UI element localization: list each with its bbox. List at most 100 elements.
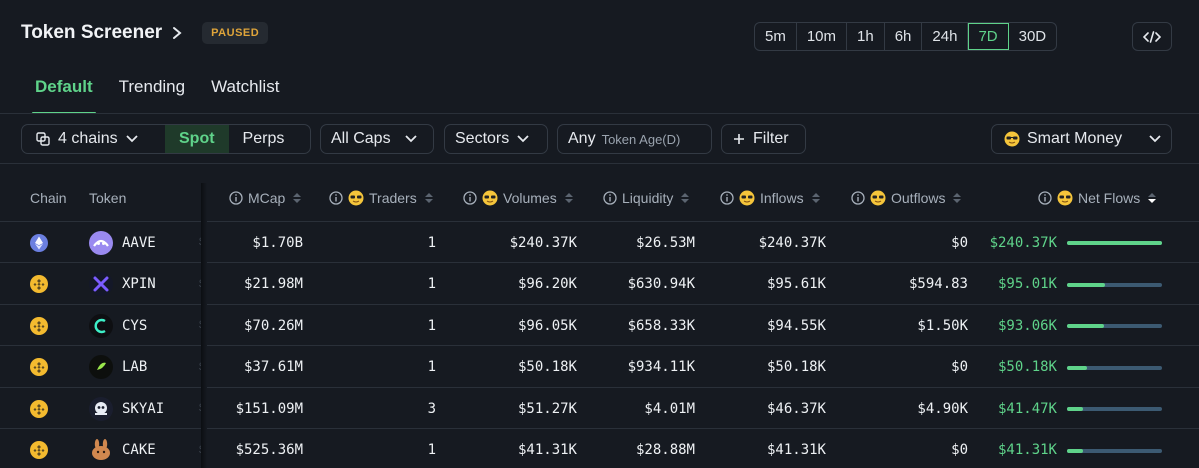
timeframe-selector: 5m 10m 1h 6h 24h 7D 30D xyxy=(754,22,1058,51)
filter-divider xyxy=(0,163,1199,164)
info-icon[interactable] xyxy=(329,191,343,205)
liquidity-value: $4.01M xyxy=(644,400,695,417)
outflows-value: $4.90K xyxy=(917,400,968,417)
sunglasses-emoji-icon xyxy=(1004,131,1020,147)
table-row[interactable]: XPIN$$21.98M1$96.20K$630.94K$95.61K$594.… xyxy=(0,264,1199,305)
col-liquidity[interactable]: Liquidity xyxy=(603,190,690,206)
liquidity-value: $28.88M xyxy=(635,442,695,458)
ethereum-chain-icon xyxy=(29,222,49,263)
bnb-chain-icon xyxy=(29,388,49,429)
traders-value: 1 xyxy=(427,234,436,251)
token-symbol[interactable]: AAVE xyxy=(122,234,156,251)
col-volumes[interactable]: Volumes xyxy=(463,190,573,206)
info-icon[interactable] xyxy=(851,191,865,205)
col-outflows-label: Outflows xyxy=(891,190,946,206)
token-symbol[interactable]: CAKE xyxy=(122,442,156,458)
timeframe-5m[interactable]: 5m xyxy=(755,23,797,50)
spot-toggle[interactable]: Spot xyxy=(165,125,229,153)
col-mcap-label: MCap xyxy=(248,190,286,206)
tabs-divider xyxy=(0,113,1199,114)
net-flows-value: $41.31K xyxy=(997,442,1057,458)
token-symbol[interactable]: CYS xyxy=(122,317,148,334)
token-logo-icon xyxy=(89,430,113,468)
mcap-value: $1.70B xyxy=(252,234,303,251)
mcap-value: $525.36M xyxy=(235,442,303,458)
info-icon[interactable] xyxy=(229,191,243,205)
token-symbol[interactable]: XPIN xyxy=(122,276,156,292)
sunglasses-emoji-icon xyxy=(348,190,364,206)
info-icon[interactable] xyxy=(603,191,617,205)
chains-label: 4 chains xyxy=(58,130,118,147)
volumes-value: $96.05K xyxy=(517,317,577,334)
outflows-value: $0 xyxy=(951,234,968,251)
caps-dropdown[interactable]: All Caps xyxy=(320,124,434,154)
chains-dropdown[interactable]: 4 chains xyxy=(22,125,165,153)
net-flows-bar-fill xyxy=(1067,448,1084,453)
token-symbol[interactable]: LAB xyxy=(122,359,148,375)
perps-toggle[interactable]: Perps xyxy=(242,130,285,147)
page-title-group[interactable]: Token Screener PAUSED xyxy=(21,22,269,44)
timeframe-7d[interactable]: 7D xyxy=(968,23,1009,50)
volumes-value: $51.27K xyxy=(517,400,577,417)
col-mcap[interactable]: MCap xyxy=(229,190,302,206)
table-row[interactable]: AAVE$$1.70B1$240.37K$26.53M$240.37K$0$24… xyxy=(0,222,1199,263)
tab-watchlist[interactable]: Watchlist xyxy=(211,77,280,96)
sort-icon xyxy=(811,193,820,203)
liquidity-value: $630.94K xyxy=(627,276,695,292)
traders-value: 1 xyxy=(427,359,436,375)
timeframe-30d[interactable]: 30D xyxy=(1018,28,1047,45)
mcap-value: $21.98M xyxy=(243,276,303,292)
tab-trending[interactable]: Trending xyxy=(118,77,186,96)
page-title[interactable]: Token Screener xyxy=(21,22,163,43)
table-row[interactable]: CAKE$$525.36M1$41.31K$28.88M$41.31K$0$41… xyxy=(0,430,1199,468)
col-net-flows[interactable]: Net Flows xyxy=(1038,190,1157,206)
col-traders-label: Traders xyxy=(369,190,417,206)
token-age-value: Any xyxy=(568,130,596,147)
col-liquidity-label: Liquidity xyxy=(622,190,674,206)
info-icon[interactable] xyxy=(463,191,477,205)
table-row[interactable]: CYS$$70.26M1$96.05K$658.33K$94.55K$1.50K… xyxy=(0,305,1199,346)
net-flows-bar xyxy=(1067,407,1162,411)
liquidity-value: $658.33K xyxy=(627,317,695,334)
outflows-value: $594.83 xyxy=(908,276,968,292)
net-flows-bar-fill xyxy=(1067,407,1084,411)
sort-icon xyxy=(681,193,690,203)
timeframe-10m[interactable]: 10m xyxy=(797,23,848,50)
outflows-value: $1.50K xyxy=(917,317,968,334)
traders-value: 1 xyxy=(427,317,436,334)
timeframe-1h[interactable]: 1h xyxy=(847,23,885,50)
bnb-chain-icon xyxy=(29,430,49,468)
table-row[interactable]: SKYAI$$151.09M3$51.27K$4.01M$46.37K$4.90… xyxy=(0,388,1199,429)
smart-money-dropdown[interactable]: Smart Money xyxy=(991,124,1172,154)
chevron-right-icon[interactable] xyxy=(170,26,184,40)
filter-button[interactable]: Filter xyxy=(721,124,806,154)
volumes-value: $41.31K xyxy=(517,442,577,458)
sunglasses-emoji-icon xyxy=(1057,190,1073,206)
tab-default[interactable]: Default xyxy=(22,72,106,114)
net-flows-value: $50.18K xyxy=(997,359,1057,375)
col-traders[interactable]: Traders xyxy=(329,190,433,206)
inflows-value: $95.61K xyxy=(766,276,826,292)
status-badge: PAUSED xyxy=(202,22,269,44)
info-icon[interactable] xyxy=(720,191,734,205)
traders-value: 1 xyxy=(427,442,436,458)
chevron-down-icon xyxy=(1149,135,1161,143)
col-outflows[interactable]: Outflows xyxy=(851,190,962,206)
embed-code-button[interactable] xyxy=(1132,22,1172,51)
token-logo-icon xyxy=(89,388,113,429)
info-icon[interactable] xyxy=(1038,191,1052,205)
table-row[interactable]: LAB$$37.61M1$50.18K$934.11K$50.18K$0$50.… xyxy=(0,347,1199,388)
inflows-value: $94.55K xyxy=(766,317,826,334)
timeframe-24h[interactable]: 24h xyxy=(922,23,969,50)
chevron-down-icon xyxy=(517,135,529,143)
code-icon xyxy=(1143,30,1161,43)
sort-icon xyxy=(953,193,962,203)
token-logo-icon xyxy=(89,264,113,305)
sectors-dropdown[interactable]: Sectors xyxy=(444,124,548,154)
col-inflows[interactable]: Inflows xyxy=(720,190,820,206)
sunglasses-emoji-icon xyxy=(870,190,886,206)
timeframe-6h[interactable]: 6h xyxy=(885,23,923,50)
token-age-input[interactable]: Any Token Age(D) xyxy=(557,124,712,154)
net-flows-bar xyxy=(1067,282,1162,287)
token-symbol[interactable]: SKYAI xyxy=(122,400,165,417)
